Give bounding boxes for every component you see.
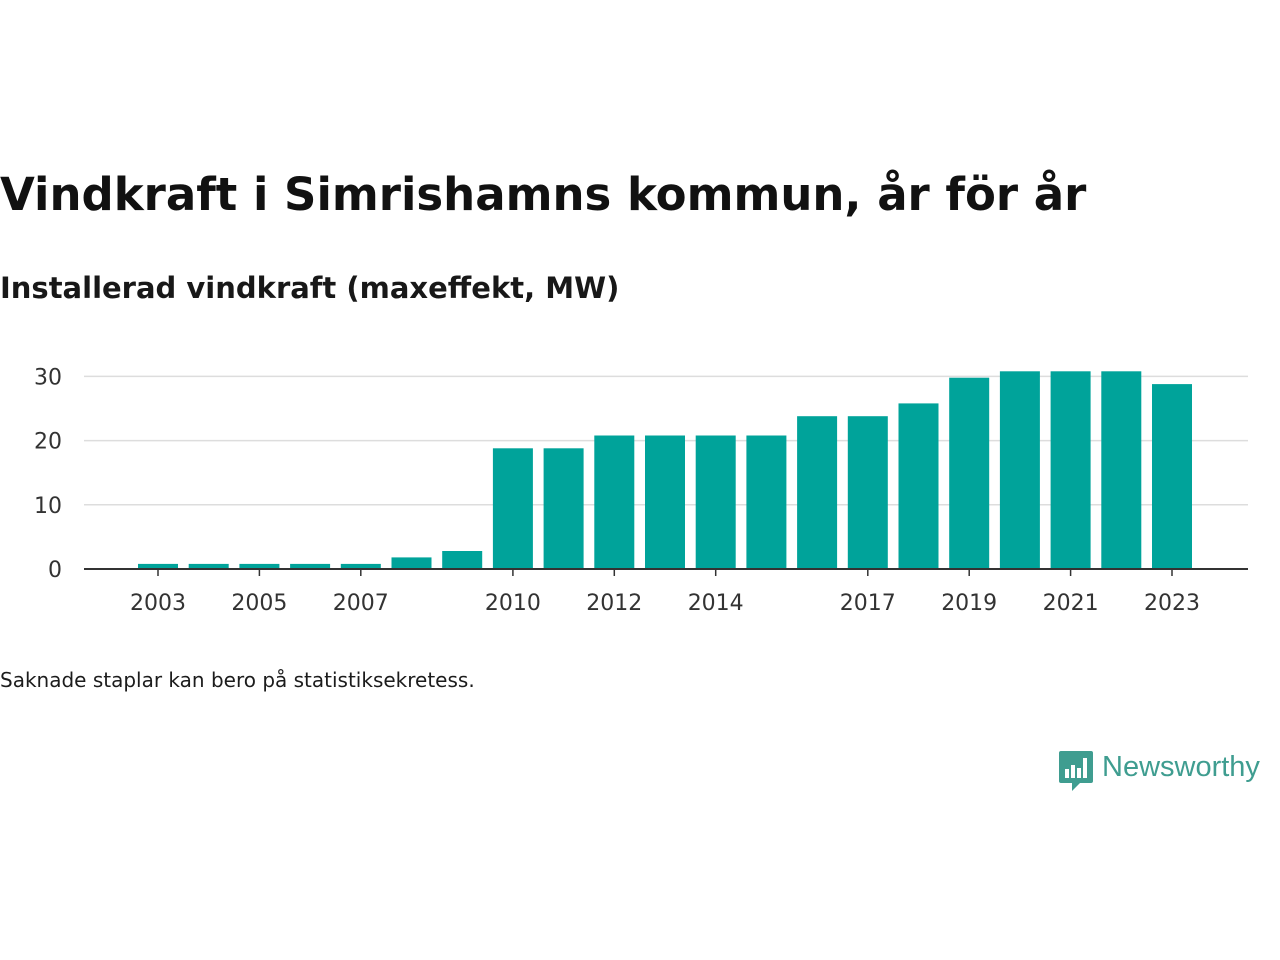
newsworthy-brand[interactable]: Newsworthy	[1058, 748, 1260, 794]
x-tick-label: 2019	[941, 591, 997, 616]
bar	[543, 448, 584, 569]
y-tick-label: 30	[34, 365, 62, 390]
bar	[746, 435, 787, 569]
x-tick-label: 2021	[1043, 591, 1099, 616]
bar	[290, 563, 331, 569]
footnote: Saknade staplar kan bero på statistiksek…	[0, 668, 475, 692]
y-axis-labels: 0 10 20 30	[34, 365, 62, 583]
bar-chart: 0 10 20 30 2003 2005 2007 2010 2012 2014 2017 2019…	[34, 365, 1248, 616]
bar	[239, 563, 280, 569]
x-tick-label: 2017	[840, 591, 896, 616]
x-tick-label: 2012	[586, 591, 642, 616]
bar	[492, 448, 533, 569]
bar	[340, 563, 381, 569]
bar	[797, 416, 838, 569]
chart-title: Vindkraft i Simrishamns kommun, år för å…	[0, 168, 1087, 221]
bar	[1101, 371, 1142, 569]
bar	[695, 435, 736, 569]
bar	[645, 435, 685, 569]
bars	[138, 371, 1192, 569]
bar	[594, 435, 635, 569]
newsworthy-logo-icon	[1059, 751, 1093, 791]
brand-name: Newsworthy	[1102, 751, 1260, 783]
bar	[138, 563, 178, 569]
bar	[847, 416, 888, 569]
bar	[1152, 384, 1192, 569]
chart-subtitle: Installerad vindkraft (maxeffekt, MW)	[0, 271, 620, 305]
x-tick-label: 2014	[688, 591, 744, 616]
x-axis-ticks	[157, 569, 1173, 576]
x-tick-label: 2007	[333, 591, 389, 616]
bar	[949, 377, 990, 569]
y-tick-label: 0	[48, 558, 62, 583]
y-tick-label: 20	[34, 430, 62, 455]
x-axis-labels: 2003 2005 2007 2010 2012 2014 2017 2019 2021 2023	[130, 591, 1200, 616]
x-tick-label: 2023	[1144, 591, 1200, 616]
x-tick-label: 2010	[485, 591, 541, 616]
bar	[1050, 371, 1091, 569]
bar	[188, 563, 229, 569]
bar	[999, 371, 1040, 569]
bar	[391, 557, 432, 569]
x-tick-label: 2005	[231, 591, 287, 616]
bar	[898, 403, 939, 569]
x-tick-label: 2003	[130, 591, 186, 616]
y-tick-label: 10	[34, 494, 62, 519]
bar	[442, 551, 483, 569]
